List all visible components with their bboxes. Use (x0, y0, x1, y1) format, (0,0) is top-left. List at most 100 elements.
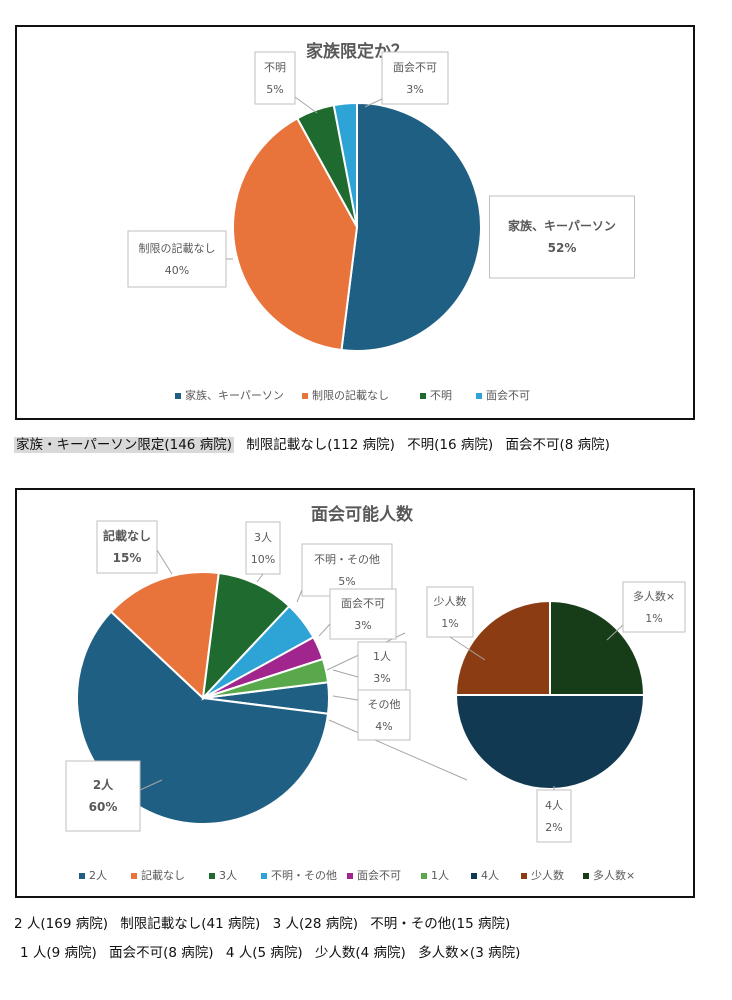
chart2-legend-label-4: 面会不可 (357, 869, 401, 882)
chart2-label-7-value: 1% (441, 617, 458, 630)
chart2-main-slice-2 (201, 571, 291, 701)
caption-chart2-item-0: 2 人(169 病院) (14, 916, 108, 932)
chart2-leader-2 (296, 589, 303, 603)
chart1-leader-2 (294, 96, 318, 114)
chart2-legend-marker-1 (131, 873, 137, 879)
chart2-label-5-name: その他 (368, 698, 401, 711)
chart1-legend-marker-2 (420, 393, 426, 399)
chart2-label-0-value: 15% (113, 551, 142, 565)
chart2-label-7-name: 少人数 (434, 595, 467, 608)
chart1-label-1-box (127, 230, 227, 288)
chart2-label-7-box (426, 586, 474, 638)
chart2-connector-bottom (328, 719, 468, 781)
chart2-legend-marker-5 (421, 873, 427, 879)
chart2-leader-0 (156, 549, 173, 575)
chart2-legend-label-7: 少人数 (531, 869, 564, 882)
chart2-leader-6 (139, 779, 163, 791)
chart2-label-4-value: 3% (373, 672, 390, 685)
chart2-label-1-name: 3人 (254, 531, 272, 544)
caption-chart2-item-7: 少人数(4 病院) (314, 945, 406, 961)
chart2-leader-4 (332, 669, 359, 678)
chart2-label-1-value: 10% (251, 553, 275, 566)
chart1-label-3-name: 面会不可 (393, 61, 437, 74)
chart2-sec-slice-0 (454, 694, 646, 790)
chart2-legend-marker-3 (261, 873, 267, 879)
chart2-title: 面会可能人数 (311, 504, 414, 525)
chart1-slice-0 (340, 101, 482, 352)
chart2-legend-label-3: 不明・その他 (271, 869, 337, 882)
chart2-legend-marker-4 (347, 873, 353, 879)
caption-chart2-item-4: 1 人(9 病院) (20, 945, 97, 961)
chart1-label-3-box (381, 51, 449, 105)
chart2-label-3-value: 3% (354, 619, 371, 632)
chart2-label-6-value: 60% (89, 800, 118, 814)
chart1-label-3-value: 3% (406, 83, 423, 96)
chart2-main-slice-1 (109, 571, 220, 701)
caption-chart2-line2: 1 人(9 病院) 面会不可(8 病院) 4 人(5 病院) 少人数(4 病院)… (20, 941, 528, 961)
chart1-legend-label-1: 制限の記載なし (312, 388, 389, 402)
chart2-legend-label-8: 多人数× (593, 868, 635, 882)
chart1-legend-marker-1 (302, 393, 308, 399)
chart2-label-6-box (65, 760, 141, 832)
chart-family-limited: 家族限定か？ 家族、キーパーソン 52% 制限の記載なし 40% 不明 5% 面会不可 3% 家族… (15, 25, 695, 420)
chart2-label-5-box (357, 689, 411, 741)
chart2-label-9-name: 4人 (545, 799, 563, 812)
chart2-leader-3 (318, 623, 331, 637)
chart1-legend-label-2: 不明 (430, 389, 452, 402)
chart1-slice-3 (332, 101, 358, 228)
chart1-label-0-name: 家族、キーパーソン (508, 218, 616, 233)
chart-family-limited-svg: 家族限定か？家族、キーパーソン52%制限の記載なし40%不明5%面会不可3%家族… (127, 41, 635, 402)
chart1-legend-marker-3 (476, 393, 482, 399)
caption-chart2-item-2: 3 人(28 病院) (272, 916, 358, 932)
chart2-label-8-value: 1% (645, 612, 662, 625)
chart2-main-slice-5 (202, 657, 330, 699)
caption-chart2-item-3: 不明・その他(15 病院) (370, 916, 511, 932)
chart1-legend-label-0: 家族、キーパーソン (185, 388, 284, 402)
chart1-label-2-value: 5% (266, 83, 283, 96)
chart2-legend-marker-2 (209, 873, 215, 879)
chart2-label-8-box (622, 581, 686, 633)
chart2-legend-marker-8 (583, 873, 589, 879)
chart2-leader-8 (606, 624, 624, 641)
caption-chart1-item-1: 制限記載なし(112 病院) (246, 437, 395, 453)
chart2-label-9-value: 2% (545, 821, 562, 834)
chart2-legend-marker-7 (521, 873, 527, 879)
chart2-legend-label-6: 4人 (481, 869, 499, 882)
caption-chart2-item-8: 多人数×(3 病院) (418, 945, 521, 961)
chart-visitor-count: 面会可能人数 記載なし 15% 3人 10% 不明・その他 5% 面会不可 3% 1人 3% その他 4… (15, 488, 695, 898)
chart2-legend-marker-0 (79, 873, 85, 879)
chart1-legend-marker-0 (175, 393, 181, 399)
chart1-leader-3 (364, 98, 383, 108)
chart2-label-1-box (245, 521, 281, 575)
chart2-label-2-box (301, 543, 393, 597)
chart2-leader-5 (332, 695, 359, 701)
chart1-label-1-value: 40% (165, 264, 189, 277)
caption-chart1-item-0: 家族・キーパーソン限定(146 病院) (14, 437, 234, 453)
caption-chart1-item-2: 不明(16 病院) (407, 437, 494, 453)
chart2-label-8-name: 多人数× (633, 589, 675, 603)
chart1-slice-1 (232, 116, 359, 352)
caption-chart2-item-1: 制限記載なし(41 病院) (120, 916, 261, 932)
chart2-leader-1 (256, 573, 264, 583)
chart2-label-4-name: 1人 (373, 650, 391, 663)
chart1-label-0-box (489, 195, 635, 279)
chart2-label-5-value: 4% (375, 720, 392, 733)
chart2-sec-slice-1 (454, 599, 551, 696)
caption-chart2-item-5: 面会不可(8 病院) (109, 945, 214, 961)
chart1-label-2-name: 不明 (264, 61, 286, 74)
caption-chart1: 家族・キーパーソン限定(146 病院) 制限記載なし(112 病院) 不明(16… (14, 433, 618, 453)
chart2-label-9-box (536, 789, 572, 843)
chart2-legend-label-5: 1人 (431, 869, 449, 882)
chart2-sec-slice-2 (549, 599, 646, 696)
chart2-label-3-box (329, 588, 397, 640)
caption-chart2-line1: 2 人(169 病院) 制限記載なし(41 病院) 3 人(28 病院) 不明・… (14, 912, 518, 932)
caption-chart2-item-6: 4 人(5 病院) (225, 945, 303, 961)
chart2-legend-label-1: 記載なし (141, 868, 185, 882)
chart2-label-0-box (96, 520, 158, 574)
chart2-legend-label-0: 2人 (89, 869, 107, 882)
chart2-leader-7 (449, 636, 486, 661)
caption-chart1-item-3: 面会不可(8 病院) (505, 437, 610, 453)
chart1-label-1-name: 制限の記載なし (139, 241, 216, 255)
chart2-legend-label-2: 3人 (219, 869, 237, 882)
